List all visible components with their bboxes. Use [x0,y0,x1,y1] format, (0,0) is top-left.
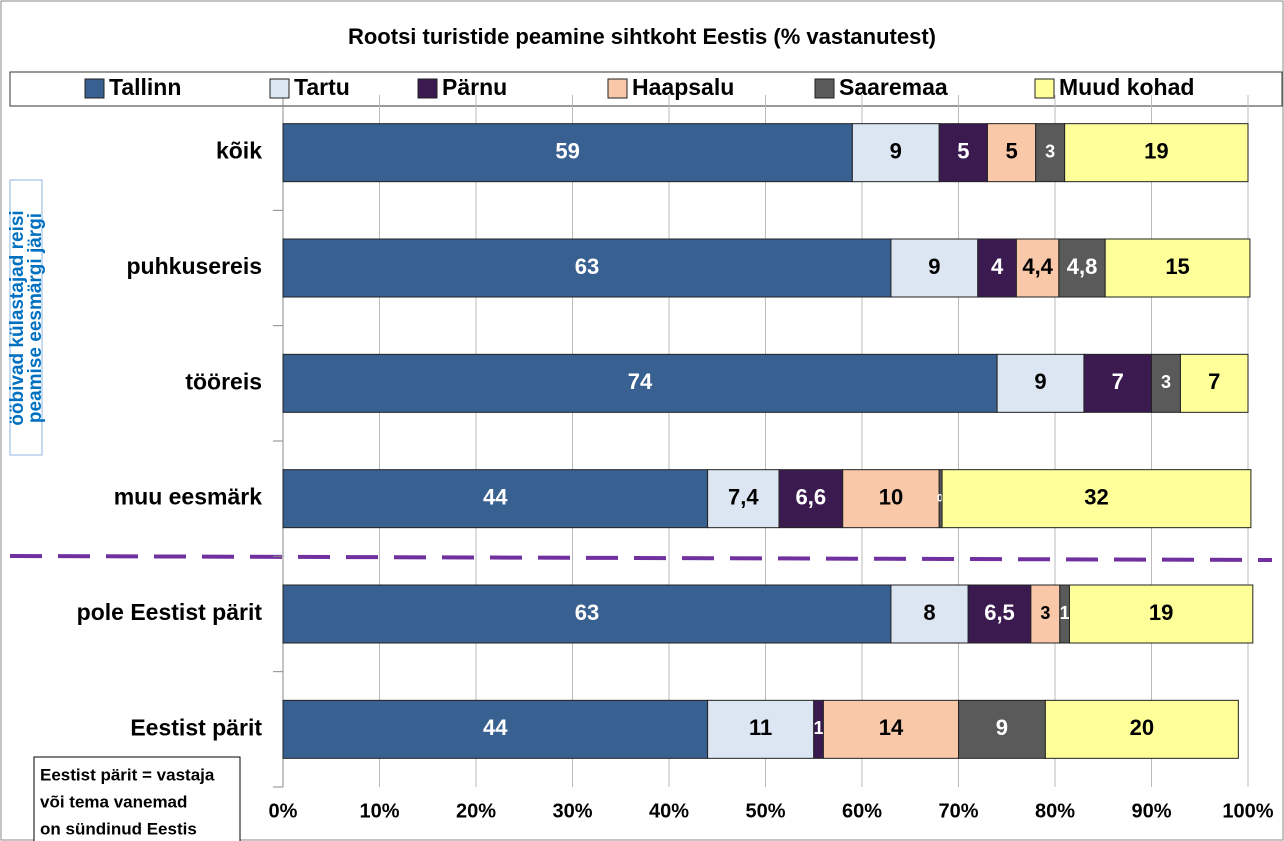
bar-segment [1064,123,1249,183]
bar-segment [851,123,940,183]
value-label: 8 [923,600,935,625]
y-tick-label: Eestist pärit [130,714,262,740]
legend-swatch [84,78,105,99]
bar-segment [707,469,780,529]
value-label: 9 [1034,369,1046,394]
value-label: 15 [1165,254,1189,279]
bar-segment [842,469,940,529]
value-label: 4,4 [1022,254,1053,279]
note: või tema vanemad [40,792,187,811]
value-label: 9 [890,138,902,163]
legend-box [9,71,1283,107]
value-label: 19 [1149,600,1173,625]
x-tick-label: 80% [1035,800,1075,822]
x-tick-label: 40% [649,800,689,822]
bar-segment [778,469,844,529]
group-label: ööbivad külastajad reisi [7,210,28,425]
bar-segment [1179,353,1249,413]
note: Eestist pärit = vastaja [40,765,215,784]
bar-segment [967,584,1032,644]
value-label: 7 [1112,369,1124,394]
value-label: 3 [1161,372,1171,392]
chart-title: Rootsi turistide peamine sihtkoht Eestis… [348,24,936,49]
legend-label: Tartu [294,74,350,100]
legend-swatch [814,78,835,99]
bar-segment [1058,238,1106,298]
x-tick-label: 90% [1131,800,1171,822]
value-label: 14 [879,715,904,740]
value-label: 5 [957,138,969,163]
value-label: 3 [1045,141,1055,161]
bar-segment [282,584,892,644]
value-label: 5 [1005,138,1017,163]
bar-segment [890,584,969,644]
bar-segment [1035,123,1066,183]
note-box [33,756,241,841]
y-tick-label: pole Eestist pärit [77,599,263,625]
legend-swatch [1034,78,1055,99]
bar-segment [1104,238,1251,298]
value-label: 4,8 [1067,254,1098,279]
group-divider [9,554,1273,562]
value-label: 10 [879,484,903,509]
legend-label: Saaremaa [839,74,948,100]
value-label: 9 [928,254,940,279]
x-tick-label: 100% [1222,800,1273,822]
x-tick-label: 10% [359,800,399,822]
bar-segment [1083,353,1152,413]
value-label: 1 [1060,603,1070,623]
value-label: 44 [483,715,508,740]
group-label-box [9,179,43,456]
legend-swatch [607,78,628,99]
value-label: 6,5 [984,600,1015,625]
bar-segment [941,469,1252,529]
value-label: 7 [1208,369,1220,394]
bar-segment [996,353,1085,413]
value-label: 32 [1084,484,1108,509]
value-label: 63 [575,254,599,279]
bar-segment [986,123,1037,183]
bar-segment [1044,699,1239,759]
value-label: 20 [1130,715,1154,740]
legend-swatch [269,78,290,99]
value-label: 11 [749,715,772,740]
bar-segment [938,123,988,183]
value-label: 74 [628,369,653,394]
value-label: 59 [555,138,579,163]
bar-segment [1068,584,1254,644]
x-tick-label: 20% [456,800,496,822]
value-label: 3 [1040,603,1050,623]
legend-label: Haapsalu [632,74,734,100]
value-label: 6,6 [796,484,827,509]
bar-segment [958,699,1046,759]
value-label: 9 [996,715,1008,740]
x-tick-label: 70% [938,800,978,822]
bar-segment [822,699,960,759]
value-label: 1 [814,718,824,738]
note: on sündinud Eestis [40,819,197,838]
x-tick-label: 50% [745,800,785,822]
y-tick-label: tööreis [185,368,262,394]
x-tick-label: 30% [552,800,592,822]
x-tick-label: 60% [842,800,882,822]
value-label: 4 [991,254,1004,279]
y-tick-label: puhkusereis [127,253,263,279]
value-label: 44 [483,484,508,509]
group-label: peamise eesmärgi järgi [25,213,46,423]
x-tick-label: 0% [269,800,298,822]
y-tick-label: muu eesmärk [114,484,263,510]
legend-swatch [417,78,438,99]
legend-label: Tallinn [109,74,181,100]
value-label: 63 [575,600,599,625]
value-label: 19 [1144,138,1168,163]
legend-label: Pärnu [442,74,507,100]
bar-segment [282,699,709,759]
bar-segment [1030,584,1061,644]
bar-segment [282,353,998,413]
bar-segment [282,238,892,298]
value-label: 7,4 [728,484,759,509]
legend-label: Muud kohad [1059,74,1194,100]
y-tick-label: kõik [216,138,262,164]
